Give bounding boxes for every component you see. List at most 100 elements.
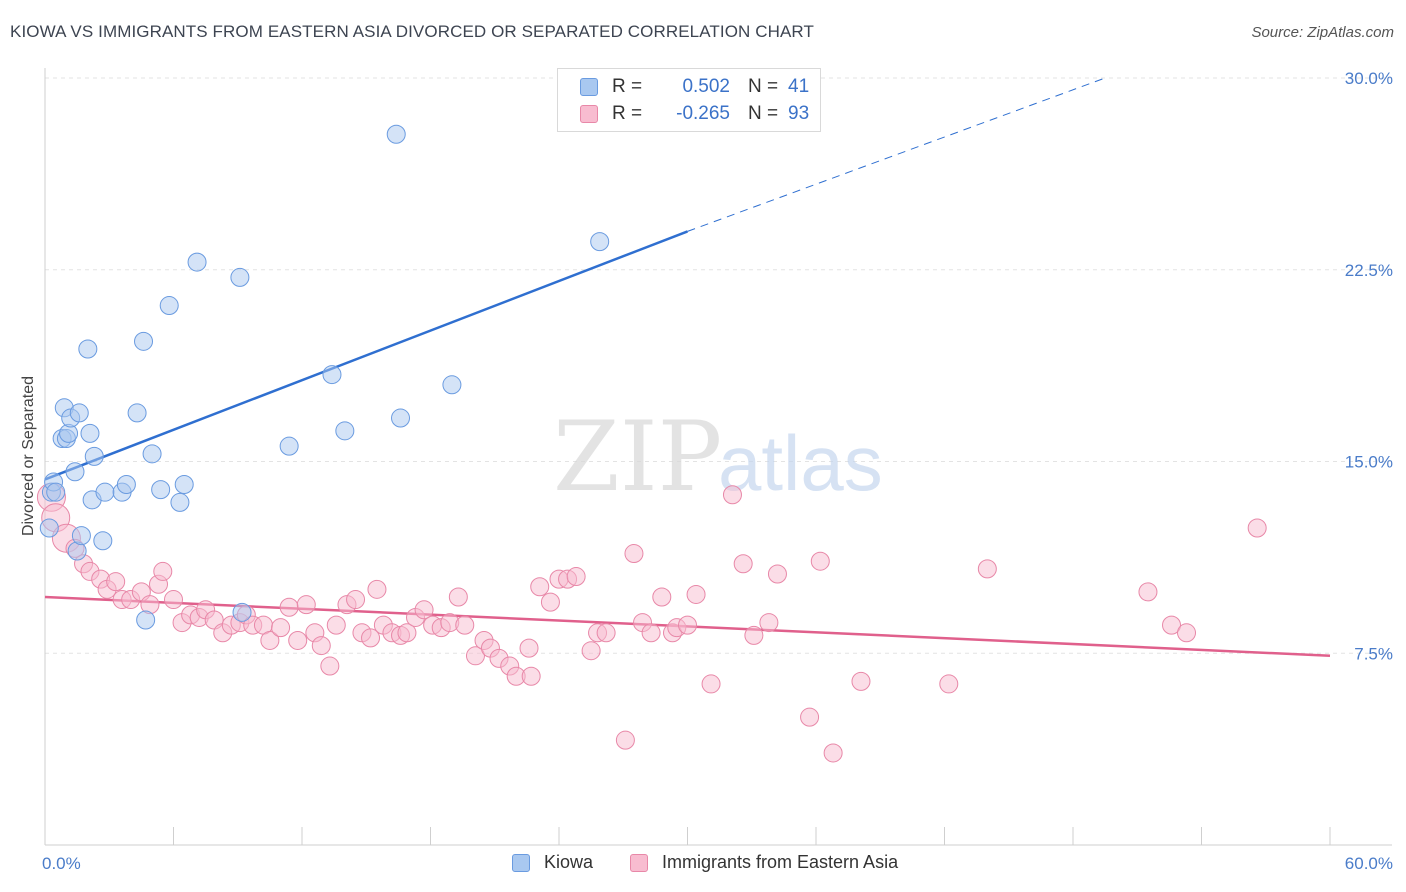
point-immigrants bbox=[361, 628, 381, 648]
series-legend-swatch-immigrants bbox=[630, 853, 648, 872]
point-immigrants bbox=[367, 579, 387, 599]
point-immigrants bbox=[686, 584, 706, 604]
point-immigrants bbox=[823, 743, 843, 763]
chart-source: Source: ZipAtlas.com bbox=[1251, 24, 1394, 41]
point-kiowa bbox=[142, 444, 162, 464]
point-immigrants bbox=[521, 666, 541, 686]
point-kiowa bbox=[151, 480, 171, 500]
point-immigrants bbox=[288, 630, 308, 650]
point-immigrants bbox=[615, 730, 635, 750]
series-legend-immigrants: Immigrants from Eastern Asia bbox=[630, 852, 898, 873]
point-immigrants bbox=[851, 671, 871, 691]
chart-title: KIOWA VS IMMIGRANTS FROM EASTERN ASIA DI… bbox=[10, 22, 814, 41]
series-legend-label-kiowa: Kiowa bbox=[544, 852, 594, 872]
point-immigrants bbox=[744, 625, 764, 645]
legend-n-label: N = bbox=[748, 103, 779, 124]
x-tick-label: 0.0% bbox=[42, 854, 81, 873]
point-immigrants bbox=[977, 559, 997, 579]
point-kiowa bbox=[71, 526, 91, 546]
legend-swatch-kiowa bbox=[580, 78, 598, 96]
point-kiowa bbox=[80, 423, 100, 443]
point-immigrants bbox=[519, 638, 539, 658]
axes bbox=[44, 68, 1392, 846]
legend-r-value: -0.265 bbox=[676, 103, 730, 124]
series-legend-swatch-kiowa bbox=[512, 853, 530, 872]
trend-line-kiowa bbox=[44, 230, 688, 481]
point-kiowa bbox=[322, 365, 342, 385]
point-kiowa bbox=[69, 403, 89, 423]
point-immigrants bbox=[624, 544, 644, 564]
point-immigrants bbox=[641, 623, 661, 643]
point-kiowa bbox=[386, 124, 406, 144]
point-immigrants bbox=[581, 641, 601, 661]
point-kiowa bbox=[84, 446, 104, 466]
watermark-atlas: atlas bbox=[718, 419, 883, 507]
watermark-zip: ZIP bbox=[553, 401, 722, 513]
point-kiowa bbox=[95, 482, 115, 502]
point-immigrants bbox=[320, 656, 340, 676]
y-tick-label: 15.0% bbox=[1345, 453, 1393, 472]
point-kiowa bbox=[232, 602, 252, 622]
point-immigrants bbox=[596, 623, 616, 643]
y-tick-label: 22.5% bbox=[1345, 261, 1393, 280]
watermark: ZIP atlas bbox=[553, 401, 883, 513]
x-tick-label: 60.0% bbox=[1345, 854, 1393, 873]
point-immigrants bbox=[1162, 615, 1182, 635]
point-immigrants bbox=[311, 636, 331, 656]
point-kiowa bbox=[46, 482, 66, 502]
legend-r-label: R = bbox=[612, 76, 643, 97]
point-kiowa bbox=[39, 518, 59, 538]
point-immigrants bbox=[346, 590, 366, 610]
point-immigrants bbox=[939, 674, 959, 694]
grid-lines bbox=[45, 77, 1392, 654]
point-immigrants bbox=[271, 618, 291, 638]
point-immigrants bbox=[767, 564, 787, 584]
legend-swatch-immigrants bbox=[580, 105, 598, 123]
point-immigrants bbox=[448, 587, 468, 607]
y-tick-label: 30.0% bbox=[1345, 69, 1393, 88]
point-immigrants bbox=[530, 577, 550, 597]
point-immigrants bbox=[106, 572, 126, 592]
point-kiowa bbox=[335, 421, 355, 441]
legend-n-label: N = bbox=[748, 76, 779, 97]
point-kiowa bbox=[590, 232, 610, 252]
point-immigrants bbox=[1138, 582, 1158, 602]
legend-n-value: 41 bbox=[788, 76, 810, 97]
point-kiowa bbox=[279, 436, 299, 456]
point-kiowa bbox=[170, 492, 190, 512]
y-axis-label: Divorced or Separated bbox=[20, 376, 37, 536]
point-immigrants bbox=[800, 707, 820, 727]
point-immigrants bbox=[566, 567, 586, 587]
data-points bbox=[36, 124, 1267, 763]
point-immigrants bbox=[1247, 518, 1267, 538]
correlation-legend: R = 0.502 N = 41 R = -0.265 N = 93 bbox=[557, 68, 821, 132]
point-immigrants bbox=[260, 630, 280, 650]
point-immigrants bbox=[465, 646, 485, 666]
point-kiowa bbox=[174, 475, 194, 495]
point-kiowa bbox=[116, 475, 136, 495]
point-immigrants bbox=[296, 595, 316, 615]
trend-line-extension-kiowa bbox=[687, 77, 1106, 232]
point-immigrants bbox=[397, 623, 417, 643]
point-kiowa bbox=[159, 296, 179, 316]
legend-r-value: 0.502 bbox=[682, 76, 730, 97]
legend-r-label: R = bbox=[612, 103, 643, 124]
point-kiowa bbox=[127, 403, 147, 423]
series-legend: Kiowa Immigrants from Eastern Asia bbox=[0, 852, 1406, 876]
point-immigrants bbox=[652, 587, 672, 607]
legend-row-immigrants: R = -0.265 N = 93 bbox=[580, 102, 809, 126]
point-immigrants bbox=[759, 613, 779, 633]
legend-row-kiowa: R = 0.502 N = 41 bbox=[580, 75, 809, 99]
point-kiowa bbox=[187, 252, 207, 272]
point-immigrants bbox=[540, 592, 560, 612]
point-immigrants bbox=[1177, 623, 1197, 643]
point-immigrants bbox=[810, 551, 830, 571]
point-immigrants bbox=[733, 554, 753, 574]
y-tick-label: 7.5% bbox=[1354, 644, 1393, 663]
point-kiowa bbox=[134, 331, 154, 351]
point-kiowa bbox=[136, 610, 156, 630]
point-kiowa bbox=[93, 531, 113, 551]
point-kiowa bbox=[442, 375, 462, 395]
point-immigrants bbox=[326, 615, 346, 635]
point-kiowa bbox=[65, 462, 85, 482]
